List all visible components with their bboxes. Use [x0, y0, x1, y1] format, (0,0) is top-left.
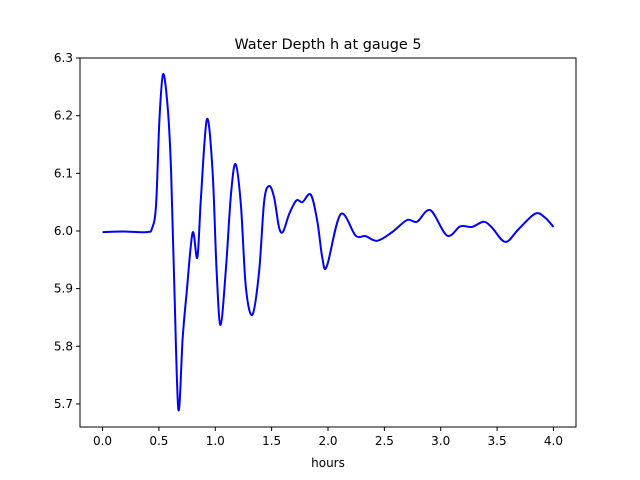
x-tick-label: 3.0	[431, 434, 450, 448]
chart-title: Water Depth h at gauge 5	[234, 37, 421, 53]
y-tick-label: 5.7	[54, 397, 73, 411]
x-axis-label: hours	[311, 456, 345, 470]
y-tick-label: 6.0	[54, 224, 73, 238]
x-tick-label: 0.0	[93, 434, 112, 448]
x-tick-label: 1.0	[206, 434, 225, 448]
x-tick-label: 3.5	[488, 434, 507, 448]
y-tick-label: 6.2	[54, 109, 73, 123]
x-tick-label: 0.5	[149, 434, 168, 448]
x-tick-label: 4.0	[544, 434, 563, 448]
axes-frame	[79, 57, 577, 428]
x-tick-label: 2.5	[375, 434, 394, 448]
y-tick-label: 5.8	[54, 339, 73, 353]
series-line-h	[102, 73, 555, 412]
x-tick-label: 2.0	[318, 434, 337, 448]
y-tick-label: 6.1	[54, 166, 73, 180]
y-tick-label: 6.3	[54, 51, 73, 65]
x-tick-label: 1.5	[262, 434, 281, 448]
y-tick-label: 5.9	[54, 282, 73, 296]
